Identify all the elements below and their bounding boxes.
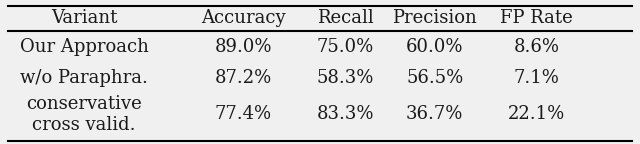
- Text: 77.4%: 77.4%: [215, 105, 272, 123]
- Text: 75.0%: 75.0%: [317, 38, 374, 56]
- Text: 36.7%: 36.7%: [406, 105, 463, 123]
- Text: 58.3%: 58.3%: [317, 69, 374, 87]
- Text: conservative
cross valid.: conservative cross valid.: [26, 95, 142, 134]
- Text: 7.1%: 7.1%: [514, 69, 559, 87]
- Text: FP Rate: FP Rate: [500, 9, 573, 27]
- Text: 22.1%: 22.1%: [508, 105, 565, 123]
- Text: Accuracy: Accuracy: [201, 9, 286, 27]
- Text: Our Approach: Our Approach: [20, 38, 148, 56]
- Text: Recall: Recall: [317, 9, 374, 27]
- Text: Variant: Variant: [51, 9, 117, 27]
- Text: 87.2%: 87.2%: [215, 69, 272, 87]
- Text: Precision: Precision: [392, 9, 477, 27]
- Text: w/o Paraphra.: w/o Paraphra.: [20, 69, 148, 87]
- Text: 60.0%: 60.0%: [406, 38, 463, 56]
- Text: 8.6%: 8.6%: [514, 38, 559, 56]
- Text: 89.0%: 89.0%: [215, 38, 272, 56]
- Text: 56.5%: 56.5%: [406, 69, 463, 87]
- Text: 83.3%: 83.3%: [317, 105, 374, 123]
